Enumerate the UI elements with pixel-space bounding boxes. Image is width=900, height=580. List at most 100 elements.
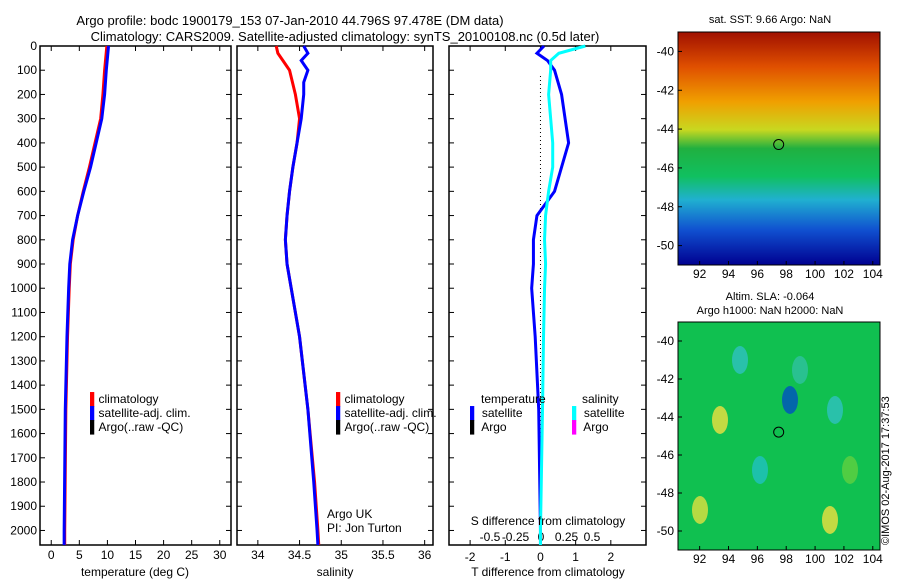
xtick-label: -1 bbox=[500, 550, 511, 564]
map2-title2: Argo h1000: NaN h2000: NaN bbox=[696, 305, 844, 317]
sla-blob bbox=[842, 456, 858, 484]
ytick-label: 900 bbox=[17, 257, 37, 271]
map-xtick-label: 96 bbox=[751, 267, 765, 281]
map1-title: sat. SST: 9.66 Argo: NaN bbox=[708, 14, 832, 26]
legend-sal-argo: ▌ Argo bbox=[572, 420, 609, 434]
ytick-label: 1000 bbox=[10, 281, 37, 295]
map-ytick-label: -46 bbox=[657, 448, 675, 462]
ytick-label: 400 bbox=[17, 136, 37, 150]
xtick-label: 35.5 bbox=[371, 548, 395, 562]
legend-satellite-1: ▌satellite-adj. clim. bbox=[90, 406, 191, 420]
xtick-label: 15 bbox=[129, 548, 143, 562]
xtick-label: 25 bbox=[185, 548, 199, 562]
xtick-label: 5 bbox=[76, 548, 83, 562]
series-line-satellite-adj-clim- bbox=[283, 45, 320, 546]
x2tick-label: 0.25 bbox=[555, 530, 579, 544]
ytick-label: 200 bbox=[17, 87, 37, 101]
ytick-label: 2000 bbox=[10, 523, 37, 537]
ytick-label: 500 bbox=[17, 160, 37, 174]
map-xtick-label: 94 bbox=[722, 267, 736, 281]
sla-blob bbox=[827, 396, 843, 424]
legend-climatology-1: ▌climatology bbox=[90, 392, 159, 406]
xtick-label: 2 bbox=[607, 550, 614, 564]
series-line-satellite-adj-clim- bbox=[62, 45, 111, 545]
x2label-salinity-diff: S difference from climatology bbox=[470, 514, 626, 528]
xtick-label: 20 bbox=[157, 548, 171, 562]
ytick-label: 700 bbox=[17, 209, 37, 223]
xtick-label: 0 bbox=[48, 548, 55, 562]
plot-frame-2 bbox=[448, 45, 647, 546]
ytick-label: 1100 bbox=[11, 305, 37, 319]
map-2 bbox=[677, 321, 881, 551]
xlabel-temperature: temperature (deg C) bbox=[80, 565, 190, 579]
x2tick-label: -0.5 bbox=[480, 530, 501, 544]
map-ytick-label: -40 bbox=[657, 334, 675, 348]
plot-frame-1 bbox=[236, 45, 434, 546]
ytick-label: 600 bbox=[17, 184, 37, 198]
map-xtick-label: 96 bbox=[751, 552, 765, 566]
legend-satellite-2: ▌satellite-adj. clim. bbox=[336, 406, 437, 420]
map-1 bbox=[677, 31, 881, 266]
map-xtick-label: 98 bbox=[780, 267, 794, 281]
xtick-label: 30 bbox=[213, 548, 227, 562]
map-xtick-label: 104 bbox=[863, 552, 883, 566]
map-xtick-label: 94 bbox=[722, 552, 736, 566]
ytick-label: 1500 bbox=[10, 402, 37, 416]
legend-temp-argo: ▌ Argo bbox=[470, 420, 507, 434]
xtick-label: 36 bbox=[418, 548, 432, 562]
sla-blob bbox=[692, 496, 708, 524]
map-frame bbox=[677, 321, 881, 551]
xtick-label: 34.5 bbox=[288, 548, 312, 562]
sla-blob bbox=[732, 346, 748, 374]
legend-temp-satellite: ▌ satellite bbox=[470, 406, 523, 420]
map-ytick-label: -40 bbox=[657, 44, 675, 58]
ytick-label: 300 bbox=[17, 112, 37, 126]
xlabel-temp-diff: T difference from climatology bbox=[471, 565, 625, 579]
ytick-label: 1200 bbox=[10, 330, 37, 344]
copyright-footer: ©IMOS 02-Aug-2017 17:37:53 bbox=[880, 396, 892, 545]
map-ytick-label: -48 bbox=[657, 486, 675, 500]
series-line-temperature-satellite bbox=[530, 44, 571, 545]
map-ytick-label: -42 bbox=[657, 372, 675, 386]
legend-argo-1: ▌Argo(..raw -QC) bbox=[90, 420, 184, 434]
xtick-label: 34 bbox=[251, 548, 265, 562]
series-line-salinity-satellite bbox=[538, 44, 586, 545]
map-frame bbox=[677, 31, 881, 266]
ytick-label: 100 bbox=[17, 63, 37, 77]
xtick-label: 1 bbox=[572, 550, 579, 564]
xtick-label: -2 bbox=[465, 550, 476, 564]
map-xtick-label: 92 bbox=[693, 267, 707, 281]
xtick-label: 35 bbox=[335, 548, 349, 562]
x2tick-label: -0.25 bbox=[502, 530, 530, 544]
ytick-label: 800 bbox=[17, 233, 37, 247]
legend-sal-satellite: ▌ satellite bbox=[572, 406, 625, 420]
title-line1: Argo profile: bodc 1900179_153 07-Jan-20… bbox=[76, 13, 504, 28]
ytick-label: 1800 bbox=[10, 475, 37, 489]
map-ytick-label: -48 bbox=[657, 200, 675, 214]
ytick-label: 1400 bbox=[10, 378, 37, 392]
map-ytick-label: -50 bbox=[657, 239, 675, 253]
sla-blob bbox=[782, 386, 798, 414]
legend-temperature-title: temperature bbox=[481, 392, 546, 406]
sla-blob bbox=[792, 356, 808, 384]
map-xtick-label: 100 bbox=[805, 267, 825, 281]
ytick-label: 1900 bbox=[10, 499, 37, 513]
ytick-label: 1700 bbox=[10, 451, 37, 465]
sla-blob bbox=[822, 506, 838, 534]
sla-blob bbox=[752, 456, 768, 484]
sst-field bbox=[678, 32, 880, 265]
map-ytick-label: -44 bbox=[657, 122, 675, 136]
map-xtick-label: 104 bbox=[863, 267, 883, 281]
map-ytick-label: -42 bbox=[657, 83, 675, 97]
argo-location-marker bbox=[773, 139, 785, 151]
legend-climatology-2: ▌climatology bbox=[336, 392, 405, 406]
ytick-label: 1600 bbox=[10, 427, 37, 441]
map-xtick-label: 102 bbox=[834, 552, 854, 566]
annotation-argo-uk: Argo UK bbox=[327, 507, 373, 521]
x2tick-label: 0.5 bbox=[584, 530, 601, 544]
map-xtick-label: 102 bbox=[834, 267, 854, 281]
map-ytick-label: -50 bbox=[657, 524, 675, 538]
map-ytick-label: -46 bbox=[657, 161, 675, 175]
